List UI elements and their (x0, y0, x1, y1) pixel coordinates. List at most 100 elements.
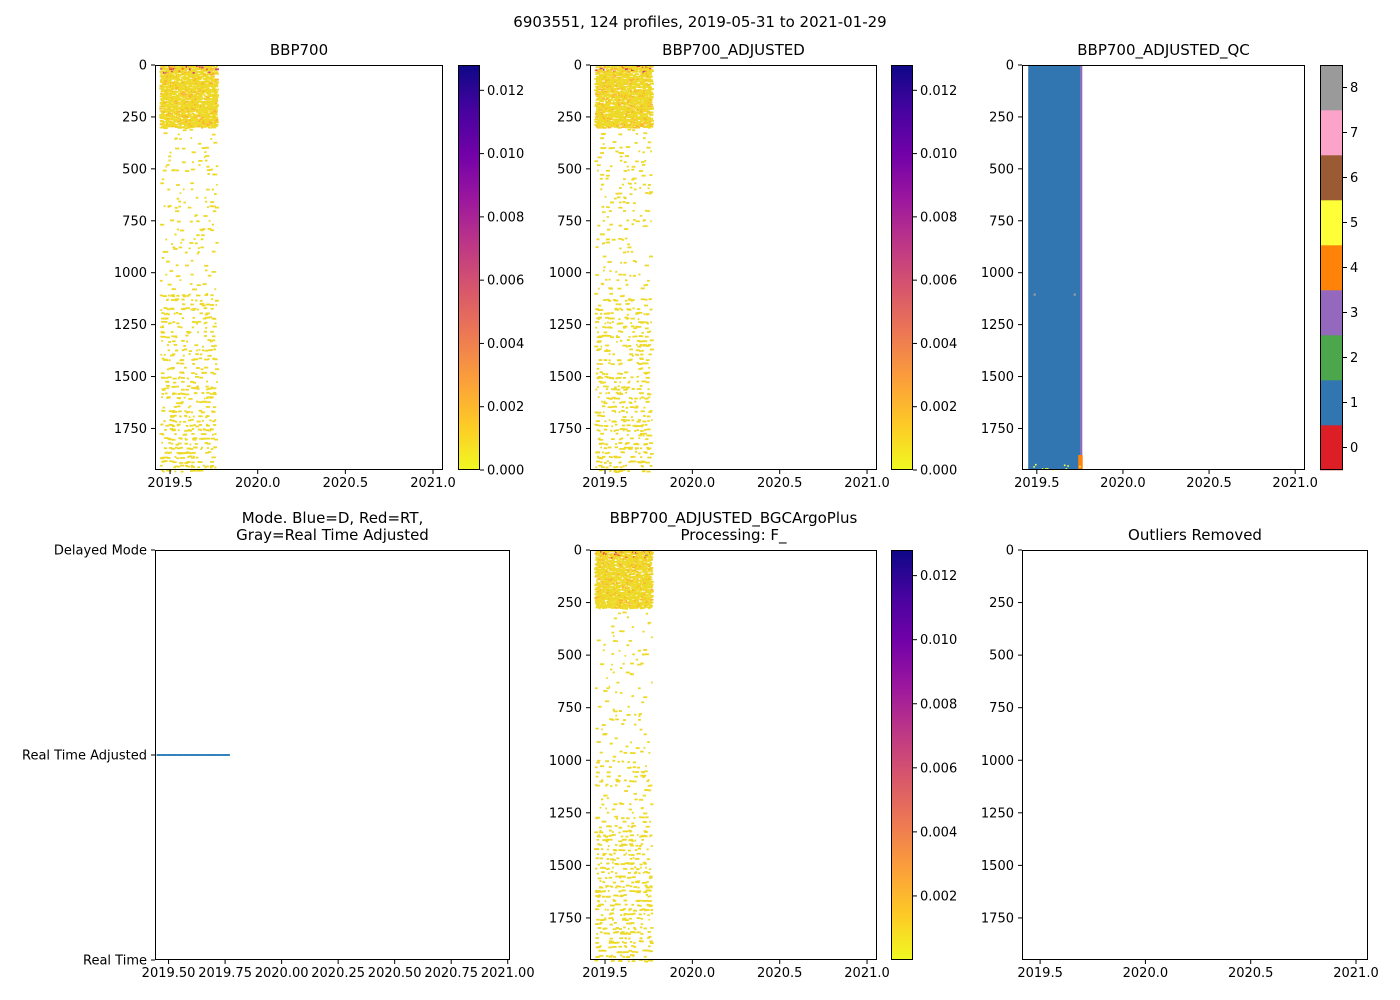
svg-text:5: 5 (1350, 216, 1358, 231)
svg-text:0.000: 0.000 (487, 464, 524, 479)
svg-text:500: 500 (122, 162, 147, 177)
svg-text:2019.5: 2019.5 (582, 476, 628, 491)
svg-text:250: 250 (989, 110, 1014, 125)
svg-text:2020.50: 2020.50 (368, 966, 422, 981)
svg-text:1000: 1000 (549, 266, 582, 281)
svg-text:0.000: 0.000 (920, 464, 957, 479)
subplot-title-bgcargoplus: BBP700_ADJUSTED_BGCArgoPlus Processing: … (590, 510, 877, 544)
subplot-title-mode-line1: Mode. Blue=D, Red=RT, (241, 509, 424, 527)
svg-text:0.012: 0.012 (920, 84, 957, 99)
svg-text:0: 0 (574, 59, 582, 74)
svg-text:0.004: 0.004 (920, 337, 957, 352)
svg-text:500: 500 (989, 162, 1014, 177)
svg-text:Real Time: Real Time (83, 954, 147, 969)
svg-text:0: 0 (139, 59, 147, 74)
svg-text:2020.5: 2020.5 (1186, 476, 1232, 491)
bbp700_adjusted_bgcargoplus-axes-frame (590, 550, 877, 960)
bbp700_adjusted_qc-plot: 2019.5 2020.0 2020.5 2021.00250500750100012… (981, 59, 1358, 492)
svg-text:1250: 1250 (549, 318, 582, 333)
bbp700_adjusted-colorbar (891, 65, 913, 470)
svg-text:0.008: 0.008 (487, 210, 524, 225)
svg-text:1500: 1500 (549, 370, 582, 385)
mode-data-marks (156, 754, 230, 756)
svg-text:1500: 1500 (114, 370, 147, 385)
bbp700_adjusted_qc-axes-frame (1022, 65, 1305, 470)
svg-text:2021.0: 2021.0 (1272, 476, 1318, 491)
svg-text:2: 2 (1350, 351, 1358, 366)
bbp700-data-marks (159, 65, 220, 473)
subplot-title-bbp700: BBP700 (269, 41, 329, 59)
bbp700_adjusted-data-marks (594, 65, 654, 473)
svg-text:0.006: 0.006 (487, 274, 524, 289)
subplot-title-bgcargoplus-line1: BBP700_ADJUSTED_BGCArgoPlus (609, 509, 858, 527)
svg-text:0: 0 (1006, 59, 1014, 74)
svg-text:500: 500 (557, 162, 582, 177)
svg-text:Real Time Adjusted: Real Time Adjusted (22, 749, 147, 764)
subplot-title-mode: Mode. Blue=D, Red=RT, Gray=Real Time Adj… (130, 510, 535, 544)
svg-text:0.010: 0.010 (487, 147, 524, 162)
subplot-title-mode-line2: Gray=Real Time Adjusted (236, 526, 429, 544)
svg-text:1: 1 (1350, 396, 1358, 411)
svg-text:2020.5: 2020.5 (757, 476, 803, 491)
svg-text:8: 8 (1350, 81, 1358, 96)
svg-text:1000: 1000 (981, 266, 1014, 281)
bbp700-axes-frame (155, 65, 443, 470)
subplot-title-bbp700-adjusted: BBP700_ADJUSTED (662, 41, 805, 59)
svg-text:6: 6 (1350, 171, 1358, 186)
bbp700_adjusted_bgcargoplus-plot: 2019.5 2020.0 2020.5 2021.00250500750100012… (549, 544, 957, 982)
bbp700_adjusted_qc-colorbar (1320, 65, 1343, 470)
svg-text:750: 750 (989, 214, 1014, 229)
bbp700-plot: 2019.5 2020.0 2020.5 2021.0 0 250 500 750 1000 12… (114, 59, 524, 492)
bbp700_adjusted-axes-frame (590, 65, 877, 470)
svg-text:2019.50: 2019.50 (142, 966, 196, 981)
svg-text:2021.0: 2021.0 (410, 476, 456, 491)
svg-text:1750: 1750 (981, 422, 1014, 437)
bbp700_adjusted_qc-data-marks (1028, 65, 1083, 471)
svg-text:0.010: 0.010 (920, 147, 957, 162)
svg-text:1000: 1000 (114, 266, 147, 281)
subplot-title-bgcargoplus-line2: Processing: F_ (680, 526, 787, 544)
svg-text:0.002: 0.002 (487, 400, 524, 415)
svg-text:2020.25: 2020.25 (311, 966, 365, 981)
svg-text:750: 750 (122, 214, 147, 229)
svg-text:2021.00: 2021.00 (481, 966, 535, 981)
svg-text:2020.5: 2020.5 (323, 476, 369, 491)
subplot-title-outliers: Outliers Removed (1128, 526, 1262, 544)
figure-title: 6903551, 124 profiles, 2019-05-31 to 202… (513, 13, 887, 31)
svg-text:1250: 1250 (114, 318, 147, 333)
svg-text:250: 250 (557, 110, 582, 125)
svg-text:2019.75: 2019.75 (198, 966, 252, 981)
bbp700_adjusted_bgcargoplus-data-marks (594, 550, 654, 963)
svg-text:1500: 1500 (981, 370, 1014, 385)
svg-text:2020.0: 2020.0 (235, 476, 281, 491)
svg-text:0.012: 0.012 (487, 84, 524, 99)
svg-text:750: 750 (557, 214, 582, 229)
svg-text:1250: 1250 (981, 318, 1014, 333)
bbp700_adjusted_bgcargoplus-colorbar (891, 550, 913, 960)
svg-text:Delayed Mode: Delayed Mode (54, 544, 147, 559)
svg-text:250: 250 (122, 110, 147, 125)
svg-text:7: 7 (1350, 126, 1358, 141)
mode-axes-frame (155, 550, 510, 960)
subplot-title-bbp700-adjusted-qc: BBP700_ADJUSTED_QC (1077, 41, 1250, 59)
bbp700-colorbar (458, 65, 480, 470)
svg-text:0.004: 0.004 (487, 337, 524, 352)
svg-text:2019.5: 2019.5 (147, 476, 193, 491)
svg-text:0.002: 0.002 (920, 400, 957, 415)
svg-text:3: 3 (1350, 306, 1358, 321)
svg-text:0.008: 0.008 (920, 210, 957, 225)
outliers_removed-plot: 2019.5 2020.0 2020.5 2021.00250500750100012… (981, 544, 1379, 982)
svg-text:1750: 1750 (549, 422, 582, 437)
svg-text:2021.0: 2021.0 (844, 476, 890, 491)
svg-text:2020.0: 2020.0 (670, 476, 716, 491)
svg-text:1750: 1750 (114, 422, 147, 437)
svg-text:2020.75: 2020.75 (424, 966, 478, 981)
svg-text:2020.00: 2020.00 (255, 966, 309, 981)
bbp700_adjusted-plot: 2019.5 2020.0 2020.5 2021.0 0 250 500 750 1000 12… (549, 59, 957, 492)
svg-text:0: 0 (1350, 441, 1358, 456)
mode-plot: 2019.50 2019.75 2020.00 2020.25 2020.50 2020.… (22, 544, 535, 982)
svg-text:0.006: 0.006 (920, 274, 957, 289)
outliers_removed-axes-frame (1022, 550, 1368, 960)
svg-text:4: 4 (1350, 261, 1358, 276)
